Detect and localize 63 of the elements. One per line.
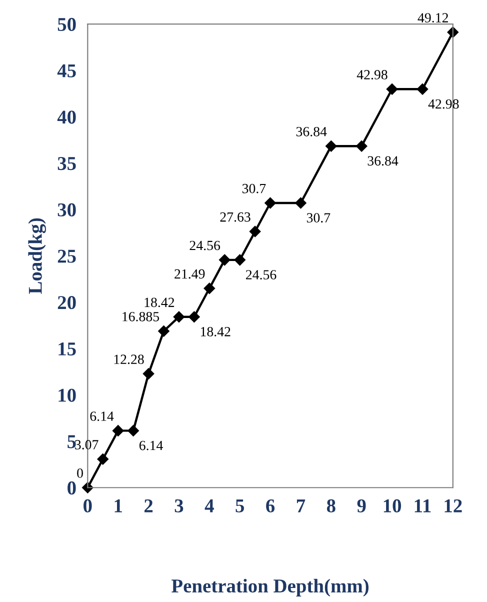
x-tick-label: 6 [266, 499, 275, 512]
point [188, 311, 200, 322]
point [356, 140, 368, 152]
x-tick-label: 11 [414, 499, 431, 512]
y-tick-label: 5 [68, 435, 76, 448]
point [326, 140, 337, 152]
y-tick-label: 30 [58, 203, 76, 216]
x-tick-label: 5 [236, 499, 244, 512]
data-label: 6.14 [139, 440, 163, 450]
y-tick-label: 50 [58, 18, 76, 32]
point [97, 454, 108, 465]
data-label: 12.28 [114, 354, 144, 364]
data-label: 0 [77, 468, 83, 478]
data-label: 3.07 [75, 440, 98, 450]
data-label: 6.14 [90, 412, 114, 421]
point [416, 84, 428, 95]
x-axis-title: Penetration Depth(mm) [172, 578, 369, 596]
point [142, 368, 154, 380]
data-label: 18.42 [200, 326, 230, 336]
x-tick-label: 8 [326, 499, 336, 512]
point [447, 26, 459, 38]
x-tick-label: 12 [444, 499, 462, 512]
data-label: 30.7 [306, 213, 330, 223]
data-label: 30.7 [242, 184, 266, 194]
point [264, 197, 276, 209]
x-tick-label: 1 [114, 499, 122, 512]
x-tick-label: 0 [84, 499, 92, 512]
data-label: 27.63 [220, 212, 250, 222]
data-label: 16.885 [122, 312, 160, 322]
point [295, 197, 306, 209]
y-tick-label: 10 [58, 388, 76, 402]
x-tick-label: 7 [296, 499, 306, 512]
point [173, 311, 185, 322]
point [112, 425, 124, 436]
data-label: 36.84 [368, 156, 398, 166]
y-tick-label: 25 [58, 250, 76, 263]
point [234, 254, 246, 266]
y-tick-label: 15 [58, 342, 76, 356]
y-tick-label: 35 [58, 157, 76, 170]
y-tick-label: 20 [58, 296, 76, 310]
point [219, 254, 230, 266]
data-label: 42.98 [428, 99, 459, 109]
data-label: 24.56 [190, 240, 220, 250]
point [158, 325, 170, 337]
data-label: 49.12 [418, 13, 448, 23]
x-tick-label: 10 [384, 499, 402, 512]
data-label: 42.98 [356, 70, 388, 80]
point [249, 226, 261, 238]
x-tick-label: 3 [174, 499, 184, 512]
x-tick-label: 2 [144, 499, 153, 512]
point [386, 84, 398, 95]
y-axis-title: Load(kg) [28, 218, 46, 294]
y-tick-label: 45 [57, 64, 76, 78]
point [204, 282, 216, 294]
point [128, 425, 139, 436]
y-tick-label: 40 [57, 110, 76, 124]
data-label: 24.56 [246, 270, 276, 280]
data-label: 36.84 [296, 126, 327, 136]
y-tick-label: 0 [68, 481, 76, 495]
x-tick-label: 9 [357, 499, 366, 512]
x-tick-label: 4 [204, 499, 214, 512]
data-label: 21.49 [174, 269, 205, 279]
data-label: 18.42 [144, 298, 174, 308]
